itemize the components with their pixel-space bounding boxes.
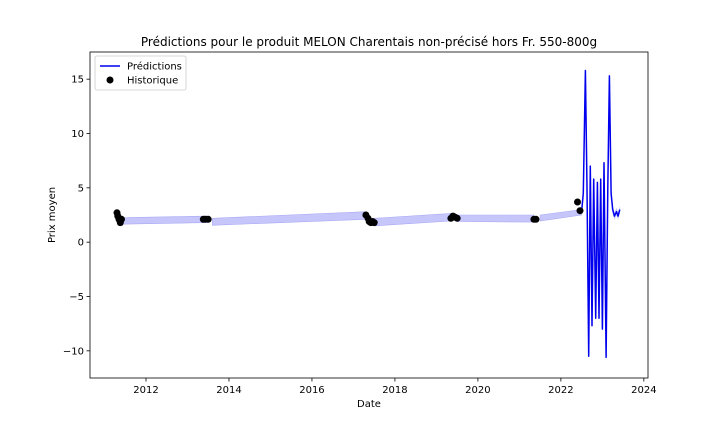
y-tick-label: 10	[71, 129, 84, 140]
y-tick-label: −5	[69, 292, 84, 303]
history-point	[370, 219, 378, 227]
y-axis-label: Prix moyen	[47, 187, 58, 243]
x-tick-label: 2012	[133, 385, 158, 396]
x-tick-label: 2024	[631, 385, 656, 396]
legend-marker-swatch	[106, 76, 114, 84]
prediction-line	[580, 69, 621, 359]
history-point	[204, 215, 212, 223]
history-point	[453, 214, 461, 222]
confidence-band-segment	[120, 215, 209, 225]
plot-area	[113, 66, 621, 362]
chart-title: Prédictions pour le produit MELON Charen…	[141, 35, 597, 49]
history-points-group	[113, 198, 584, 227]
x-axis: 2012 2014 2016 2018 2020 2022 2024	[133, 378, 657, 396]
x-tick-label: 2022	[548, 385, 573, 396]
plot-frame	[89, 51, 649, 379]
history-point	[532, 215, 540, 223]
history-point	[118, 215, 125, 223]
y-tick-label: 5	[78, 183, 84, 194]
x-tick-label: 2018	[382, 385, 407, 396]
history-point	[576, 207, 584, 215]
legend: Prédictions Historique	[94, 55, 187, 91]
y-tick-label: 15	[71, 75, 84, 86]
history-point	[574, 198, 581, 206]
x-tick-label: 2020	[465, 385, 490, 396]
legend-label-historique: Historique	[127, 76, 178, 87]
x-tick-label: 2016	[299, 385, 324, 396]
y-tick-label: −10	[63, 346, 84, 357]
y-tick-label: 0	[78, 238, 84, 249]
prediction-line-group	[580, 66, 621, 362]
x-tick-label: 2014	[216, 385, 241, 396]
legend-box	[94, 55, 187, 91]
x-axis-label: Date	[357, 399, 381, 410]
confidence-band-segment	[456, 214, 535, 223]
legend-label-predictions: Prédictions	[127, 61, 182, 73]
y-axis: −10 −5 0 5 10 15	[63, 75, 90, 357]
